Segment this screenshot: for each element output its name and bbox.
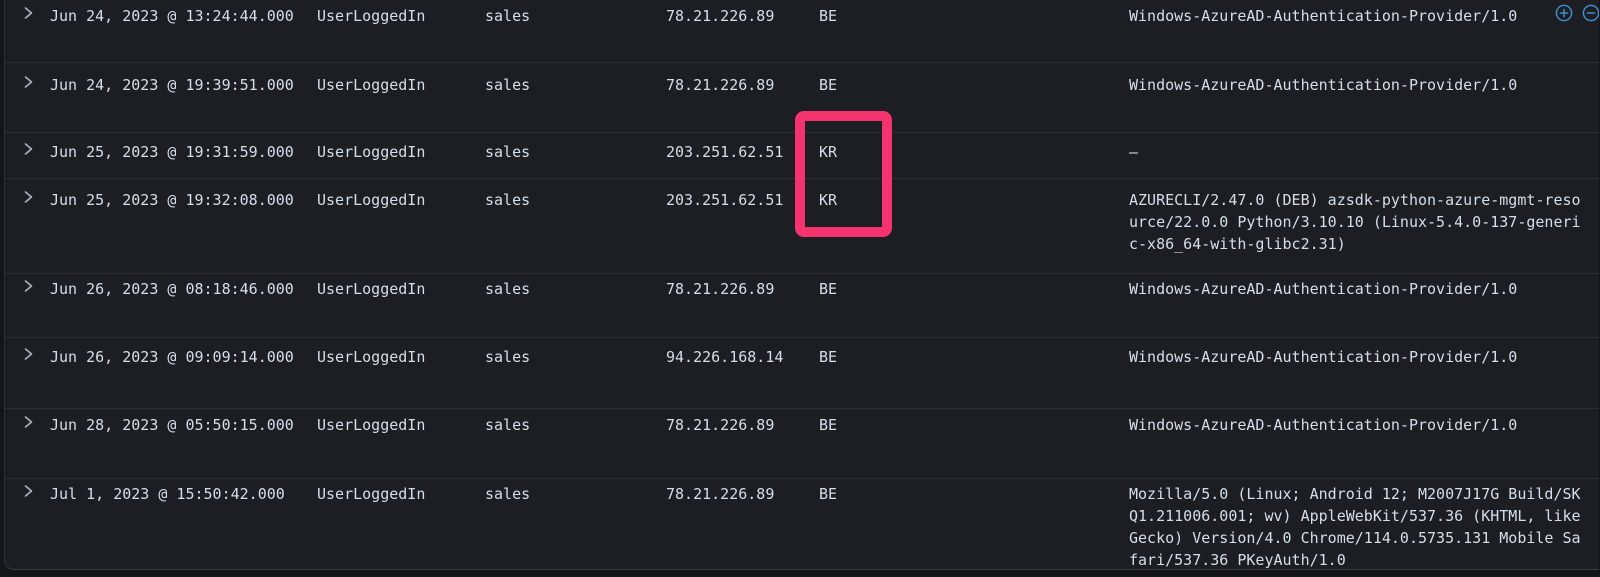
table-row: Jun 28, 2023 @ 05:50:15.000 UserLoggedIn… xyxy=(5,408,1599,478)
user-agent-cell: Windows-AzureAD-Authentication-Provider/… xyxy=(1129,280,1518,298)
user-agent-cell: Windows-AzureAD-Authentication-Provider/… xyxy=(1129,416,1518,434)
country-code-cell: BE xyxy=(819,416,838,434)
source-ip-cell: 78.21.226.89 xyxy=(666,76,775,94)
user-cell: sales xyxy=(485,76,531,94)
row-hover-actions xyxy=(1555,4,1599,22)
minus-circle-icon xyxy=(1582,4,1599,22)
user-cell: sales xyxy=(485,348,531,366)
event-action-cell: UserLoggedIn xyxy=(317,485,426,503)
timestamp-cell: Jun 28, 2023 @ 05:50:15.000 xyxy=(50,416,294,434)
expand-row-button[interactable] xyxy=(17,480,39,502)
timestamp-cell: Jun 25, 2023 @ 19:32:08.000 xyxy=(50,191,294,209)
filter-for-value-button[interactable] xyxy=(1555,4,1573,22)
event-action-cell: UserLoggedIn xyxy=(317,348,426,366)
event-action-cell: UserLoggedIn xyxy=(317,416,426,434)
country-code-cell: BE xyxy=(819,7,838,25)
table-row: Jun 25, 2023 @ 19:31:59.000 UserLoggedIn… xyxy=(5,132,1599,178)
timestamp-cell: Jun 26, 2023 @ 09:09:14.000 xyxy=(50,348,294,366)
expand-row-button[interactable] xyxy=(17,138,39,160)
source-ip-cell: 78.21.226.89 xyxy=(666,416,775,434)
user-agent-cell: Windows-AzureAD-Authentication-Provider/… xyxy=(1129,7,1518,25)
table-body: Jun 24, 2023 @ 13:24:44.000 UserLoggedIn… xyxy=(5,0,1599,569)
timestamp-cell: Jun 24, 2023 @ 19:39:51.000 xyxy=(50,76,294,94)
expand-row-button[interactable] xyxy=(17,186,39,208)
table-row: Jul 1, 2023 @ 15:50:42.000 UserLoggedIn … xyxy=(5,478,1599,569)
timestamp-cell: Jun 25, 2023 @ 19:31:59.000 xyxy=(50,143,294,161)
table-row: Jun 24, 2023 @ 19:39:51.000 UserLoggedIn… xyxy=(5,62,1599,132)
event-action-cell: UserLoggedIn xyxy=(317,191,426,209)
country-code-cell: BE xyxy=(819,280,838,298)
event-action-cell: UserLoggedIn xyxy=(317,7,426,25)
expand-row-button[interactable] xyxy=(17,411,39,433)
source-ip-cell: 203.251.62.51 xyxy=(666,191,784,209)
event-action-cell: UserLoggedIn xyxy=(317,143,426,161)
source-ip-cell: 78.21.226.89 xyxy=(666,7,775,25)
source-ip-cell: 94.226.168.14 xyxy=(666,348,784,366)
country-code-cell: KR xyxy=(819,191,838,209)
plus-circle-icon xyxy=(1555,4,1573,22)
timestamp-cell: Jun 24, 2023 @ 13:24:44.000 xyxy=(50,7,294,25)
chevron-right-icon xyxy=(24,76,32,88)
country-code-cell: BE xyxy=(819,485,838,503)
event-action-cell: UserLoggedIn xyxy=(317,280,426,298)
chevron-right-icon xyxy=(24,485,32,497)
user-agent-cell: AZURECLI/2.47.0 (DEB) azsdk-python-azure… xyxy=(1129,191,1581,253)
table-row: Jun 24, 2023 @ 13:24:44.000 UserLoggedIn… xyxy=(5,0,1599,62)
user-cell: sales xyxy=(485,485,531,503)
event-action-cell: UserLoggedIn xyxy=(317,76,426,94)
source-ip-cell: 78.21.226.89 xyxy=(666,280,775,298)
user-cell: sales xyxy=(485,7,531,25)
table-row: Jun 26, 2023 @ 09:09:14.000 UserLoggedIn… xyxy=(5,337,1599,408)
log-results-table: Jun 24, 2023 @ 13:24:44.000 UserLoggedIn… xyxy=(4,0,1599,570)
user-cell: sales xyxy=(485,416,531,434)
source-ip-cell: 203.251.62.51 xyxy=(666,143,784,161)
timestamp-cell: Jun 26, 2023 @ 08:18:46.000 xyxy=(50,280,294,298)
expand-row-button[interactable] xyxy=(17,275,39,297)
expand-row-button[interactable] xyxy=(17,71,39,93)
user-cell: sales xyxy=(485,280,531,298)
expand-row-button[interactable] xyxy=(17,2,39,24)
chevron-right-icon xyxy=(24,7,32,19)
table-row: Jun 26, 2023 @ 08:18:46.000 UserLoggedIn… xyxy=(5,273,1599,337)
user-cell: sales xyxy=(485,191,531,209)
country-code-cell: BE xyxy=(819,348,838,366)
user-agent-cell: Windows-AzureAD-Authentication-Provider/… xyxy=(1129,348,1518,366)
chevron-right-icon xyxy=(24,348,32,360)
user-agent-cell: Windows-AzureAD-Authentication-Provider/… xyxy=(1129,76,1518,94)
timestamp-cell: Jul 1, 2023 @ 15:50:42.000 xyxy=(50,485,285,503)
filter-out-value-button[interactable] xyxy=(1582,4,1599,22)
user-agent-cell: Mozilla/5.0 (Linux; Android 12; M2007J17… xyxy=(1129,485,1581,569)
user-cell: sales xyxy=(485,143,531,161)
table-row: Jun 25, 2023 @ 19:32:08.000 UserLoggedIn… xyxy=(5,178,1599,273)
user-agent-cell: – xyxy=(1129,143,1139,161)
panel-bottom-edge xyxy=(0,570,1600,577)
expand-row-button[interactable] xyxy=(17,343,39,365)
country-code-cell: KR xyxy=(819,143,838,161)
source-ip-cell: 78.21.226.89 xyxy=(666,485,775,503)
chevron-right-icon xyxy=(24,143,32,155)
country-code-cell: BE xyxy=(819,76,838,94)
chevron-right-icon xyxy=(24,191,32,203)
chevron-right-icon xyxy=(24,280,32,292)
chevron-right-icon xyxy=(24,416,32,428)
